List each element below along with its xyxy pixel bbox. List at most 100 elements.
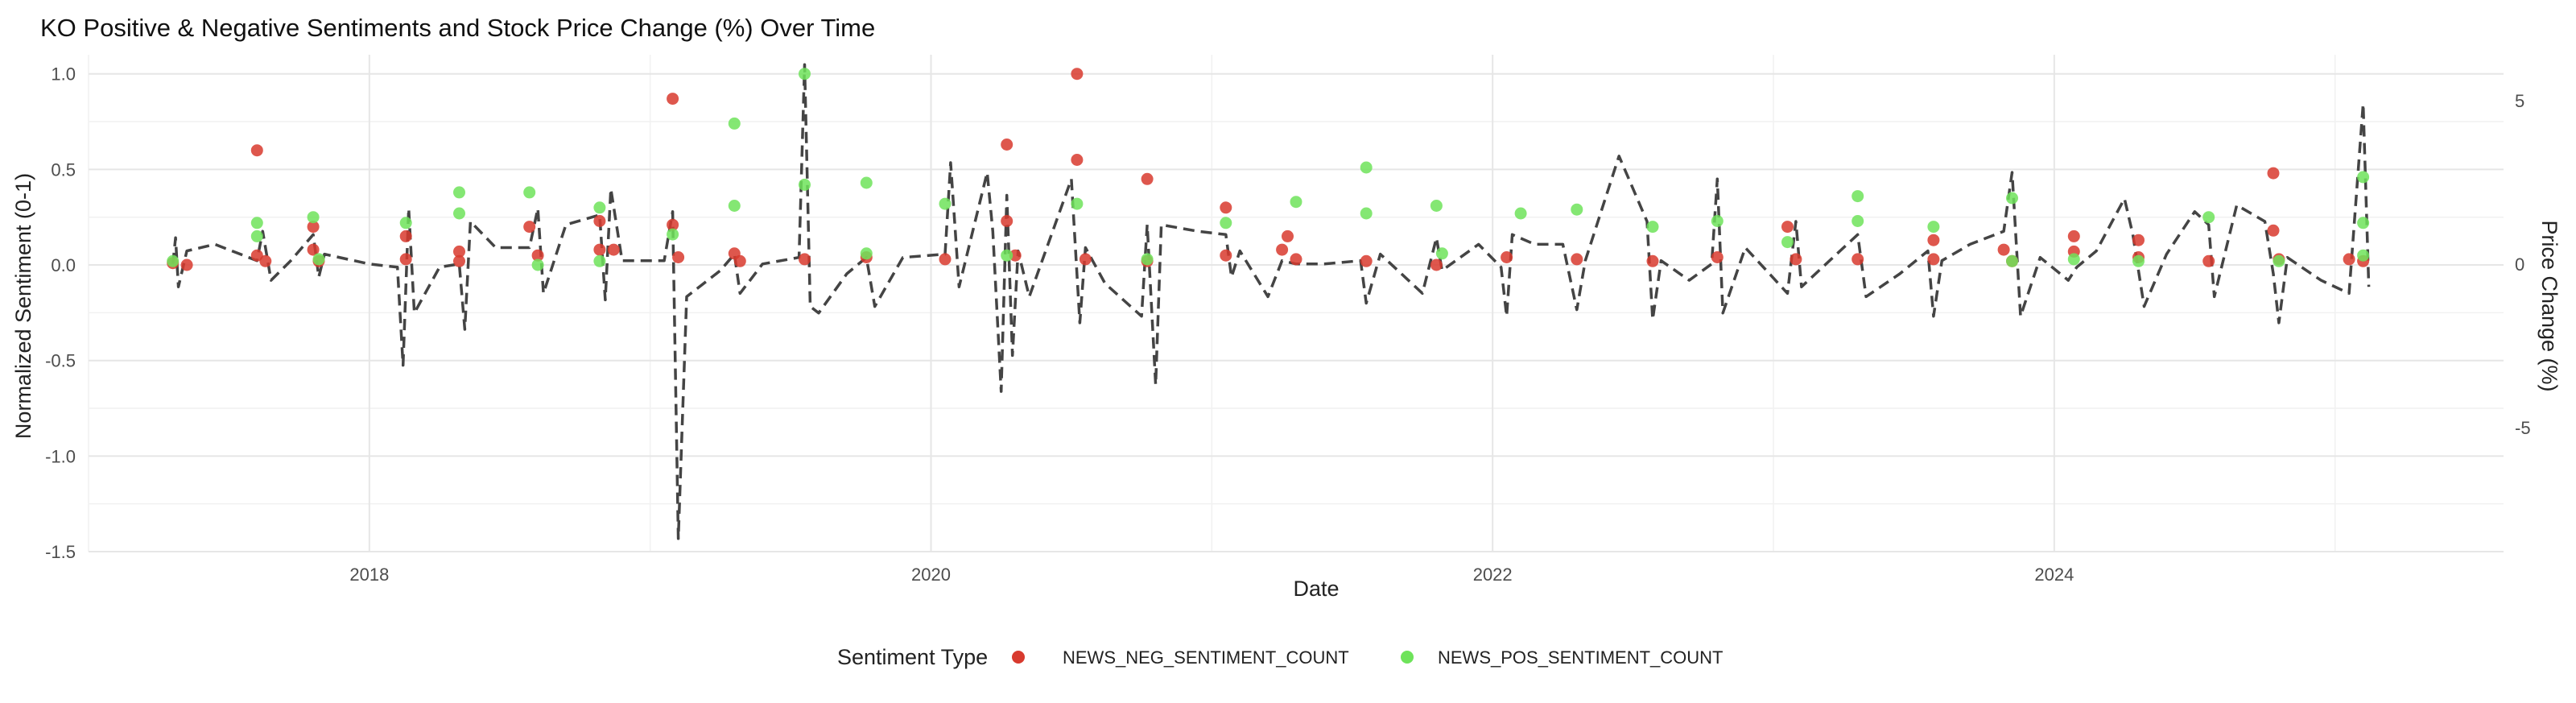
neg-sentiment-point xyxy=(1781,221,1794,234)
point-layer xyxy=(167,68,2370,271)
neg-sentiment-point xyxy=(307,221,320,234)
y-axis-label: Normalized Sentiment (0-1) xyxy=(11,173,35,439)
neg-sentiment-point xyxy=(939,253,952,266)
pos-sentiment-point xyxy=(667,228,679,241)
pos-sentiment-point xyxy=(250,230,263,242)
pos-sentiment-point xyxy=(1927,221,1940,234)
neg-sentiment-point xyxy=(1282,230,1294,242)
pos-sentiment-point xyxy=(593,254,606,267)
neg-sentiment-point xyxy=(1141,172,1154,185)
pos-sentiment-point xyxy=(1514,207,1527,220)
pos-sentiment-point xyxy=(1360,207,1373,220)
pos-sentiment-point xyxy=(939,197,952,210)
y-tick-label: 0.5 xyxy=(51,159,76,180)
neg-sentiment-point xyxy=(1501,251,1513,263)
pos-sentiment-point xyxy=(2132,254,2145,267)
neg-sentiment-point xyxy=(593,215,606,227)
pos-sentiment-point xyxy=(2357,249,2370,262)
pos-sentiment-point xyxy=(1646,221,1659,234)
neg-sentiment-point xyxy=(250,249,263,262)
neg-sentiment-point xyxy=(2343,253,2355,266)
pos-sentiment-point xyxy=(1852,215,1864,227)
legend-pos-label: NEWS_POS_SENTIMENT_COUNT xyxy=(1438,647,1724,668)
neg-sentiment-point xyxy=(259,254,272,267)
neg-sentiment-point xyxy=(733,254,746,267)
neg-sentiment-point xyxy=(1360,254,1373,267)
neg-sentiment-point xyxy=(180,258,193,271)
y-tick-label: 0.0 xyxy=(51,255,76,275)
neg-sentiment-point xyxy=(1790,253,1802,266)
neg-sentiment-point xyxy=(1071,154,1084,166)
neg-sentiment-point xyxy=(1430,258,1443,271)
pos-sentiment-point xyxy=(312,253,325,266)
pos-sentiment-point xyxy=(2067,253,2080,266)
neg-sentiment-point xyxy=(672,251,685,263)
neg-sentiment-point xyxy=(453,254,465,267)
chart-title: KO Positive & Negative Sentiments and St… xyxy=(40,14,875,42)
neg-sentiment-point xyxy=(1852,253,1864,266)
neg-sentiment-point xyxy=(1220,249,1232,262)
pos-sentiment-point xyxy=(1571,203,1583,216)
pos-sentiment-point xyxy=(2357,217,2370,230)
neg-sentiment-point xyxy=(2267,167,2280,180)
pos-sentiment-point xyxy=(799,68,811,81)
pos-sentiment-point xyxy=(799,178,811,191)
x-tick-label: 2024 xyxy=(2034,564,2074,585)
neg-sentiment-point xyxy=(1071,68,1084,81)
neg-sentiment-point xyxy=(593,243,606,256)
pos-sentiment-point xyxy=(1430,200,1443,212)
neg-sentiment-point xyxy=(1001,215,1013,227)
x-tick-label: 2020 xyxy=(911,564,951,585)
neg-sentiment-point xyxy=(1997,243,2010,256)
pos-sentiment-point xyxy=(453,207,465,220)
y-tick-label: -1.0 xyxy=(45,446,76,466)
pos-sentiment-point xyxy=(1001,249,1013,262)
y-tick-label: -1.5 xyxy=(45,542,76,562)
axes: 2018 2020 2022 2024 -1.5 -1.0 -0.5 0.0 0.5 1.0 -5 0… xyxy=(45,64,2530,585)
y-tick-label: 1.0 xyxy=(51,64,76,85)
pos-sentiment-point xyxy=(307,211,320,224)
x-axis-label: Date xyxy=(1293,577,1339,601)
neg-sentiment-point xyxy=(1079,253,1092,266)
pos-sentiment-point xyxy=(1071,197,1084,210)
pos-sentiment-point xyxy=(1141,253,1154,266)
neg-sentiment-point xyxy=(399,230,412,242)
neg-sentiment-point xyxy=(1290,253,1302,266)
neg-sentiment-point xyxy=(1276,243,1289,256)
neg-sentiment-point xyxy=(1009,249,1022,262)
x-tick-label: 2018 xyxy=(349,564,389,585)
legend: Sentiment Type NEWS_NEG_SENTIMENT_COUNT … xyxy=(837,645,1724,669)
pos-sentiment-point xyxy=(2202,211,2215,224)
neg-sentiment-point xyxy=(1927,234,1940,246)
pos-sentiment-point xyxy=(1711,215,1724,227)
pos-sentiment-point xyxy=(728,200,741,212)
pos-sentiment-point xyxy=(399,217,412,230)
neg-sentiment-point xyxy=(453,245,465,258)
pos-sentiment-point xyxy=(860,176,873,189)
neg-sentiment-point xyxy=(607,243,620,256)
y2-tick-label: 0 xyxy=(2515,254,2524,275)
legend-title: Sentiment Type xyxy=(837,645,988,669)
y2-tick-label: 5 xyxy=(2515,91,2524,111)
legend-neg-label: NEWS_NEG_SENTIMENT_COUNT xyxy=(1063,647,1349,668)
neg-sentiment-point xyxy=(2132,234,2145,246)
neg-sentiment-point xyxy=(307,243,320,256)
neg-sentiment-point xyxy=(667,218,679,231)
pos-sentiment-point xyxy=(1435,247,1448,260)
pos-sentiment-point xyxy=(728,117,741,130)
pos-sentiment-point xyxy=(1852,190,1864,203)
y2-tick-label: -5 xyxy=(2515,418,2531,438)
neg-sentiment-point xyxy=(531,249,544,262)
pos-sentiment-point xyxy=(453,186,465,199)
neg-sentiment-point xyxy=(1927,253,1940,266)
price-change-line xyxy=(171,63,2371,540)
neg-sentiment-point xyxy=(1220,201,1232,214)
pos-sentiment-point xyxy=(250,217,263,230)
pos-sentiment-point xyxy=(1290,196,1302,209)
pos-sentiment-point xyxy=(2006,254,2018,267)
pos-sentiment-point xyxy=(860,247,873,260)
neg-sentiment-point xyxy=(2202,254,2215,267)
pos-sentiment-point xyxy=(523,186,536,199)
